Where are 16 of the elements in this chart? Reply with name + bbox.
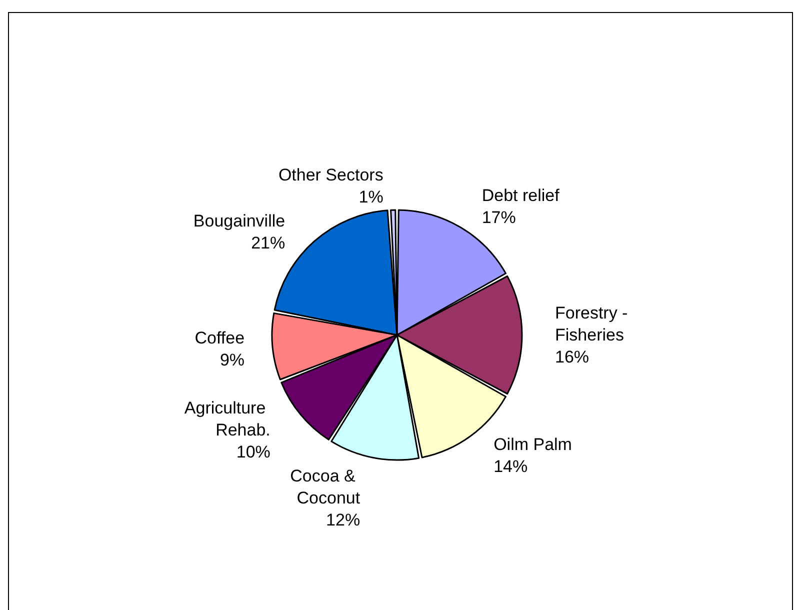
data-label: 21% [251,234,286,253]
data-label: 1% [358,188,384,207]
data-label: 16% [555,348,590,366]
data-label: 14% [494,457,528,476]
slice-label: Coffee [194,328,245,348]
slice-label: Debt relief [482,186,560,206]
data-label: 10% [236,442,270,462]
slice-label: Cocoa & Coconut [290,466,360,508]
slice-label: Other Sectors [278,166,384,185]
data-label: 17% [482,208,516,228]
slice-label: Agriculture Rehab. [184,398,270,440]
data-label: 12% [326,510,360,530]
slice-label: Bougainville [193,212,286,231]
slice-label: Forestry - Fisheries [555,304,632,344]
data-label: 9% [220,350,245,370]
slice-label: Oilm Palm [494,435,572,454]
